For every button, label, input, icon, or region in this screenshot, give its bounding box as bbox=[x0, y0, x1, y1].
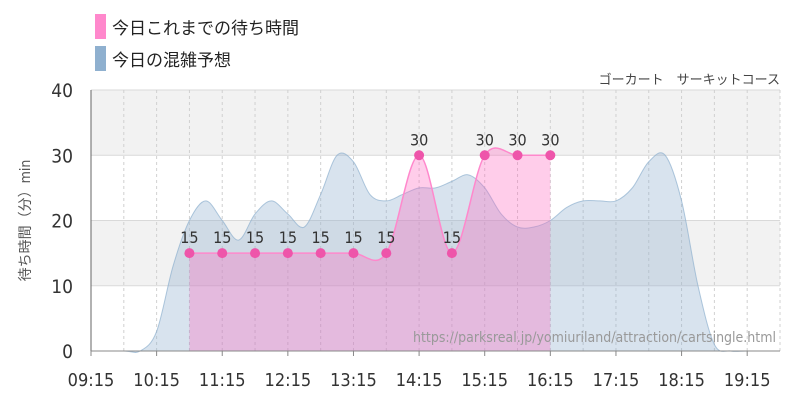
y-tick-label: 0 bbox=[62, 341, 73, 363]
legend-item-actual[interactable]: 今日これまでの待ち時間 bbox=[95, 14, 299, 39]
data-label: 30 bbox=[541, 130, 559, 149]
actual-point bbox=[545, 150, 556, 161]
data-label: 15 bbox=[443, 228, 461, 247]
actual-point bbox=[512, 150, 523, 161]
x-tick-label: 11:15 bbox=[199, 370, 246, 391]
actual-point bbox=[414, 150, 425, 161]
x-tick-label: 19:15 bbox=[724, 370, 771, 391]
x-tick-label: 14:15 bbox=[396, 370, 443, 391]
actual-point bbox=[446, 248, 457, 259]
actual-point bbox=[381, 248, 392, 259]
actual-area bbox=[189, 148, 551, 351]
forecast-line bbox=[90, 152, 780, 353]
data-label: 15 bbox=[180, 228, 198, 247]
actual-point bbox=[282, 248, 293, 259]
data-label: 15 bbox=[246, 228, 264, 247]
x-tick-label: 16:15 bbox=[527, 370, 574, 391]
data-label: 15 bbox=[279, 228, 297, 247]
x-tick-label: 15:15 bbox=[461, 370, 508, 391]
x-tick-label: 17:15 bbox=[593, 370, 640, 391]
y-tick-label: 20 bbox=[51, 211, 73, 233]
actual-point bbox=[315, 248, 326, 259]
y-tick-label: 10 bbox=[51, 276, 73, 298]
legend-label-forecast: 今日の混雑予想 bbox=[112, 51, 231, 71]
x-tick-label: 09:15 bbox=[68, 370, 115, 391]
x-tick-label: 10:15 bbox=[133, 370, 180, 391]
y-tick-label: 40 bbox=[51, 80, 73, 102]
x-tick-label: 18:15 bbox=[658, 370, 705, 391]
actual-point bbox=[250, 248, 261, 259]
data-label: 30 bbox=[410, 130, 428, 149]
legend-swatch-forecast bbox=[95, 46, 106, 71]
forecast-area bbox=[91, 152, 780, 353]
y-tick-label: 30 bbox=[51, 145, 73, 167]
x-tick-label: 13:15 bbox=[330, 370, 377, 391]
legend-swatch-actual bbox=[95, 14, 106, 39]
data-label: 30 bbox=[476, 130, 494, 149]
legend-label-actual: 今日これまでの待ち時間 bbox=[112, 19, 299, 39]
legend-item-forecast[interactable]: 今日の混雑予想 bbox=[95, 46, 231, 71]
actual-point bbox=[184, 248, 195, 259]
data-label: 30 bbox=[508, 130, 526, 149]
attraction-name: ゴーカート サーキットコース bbox=[598, 73, 780, 88]
x-tick-label: 12:15 bbox=[265, 370, 312, 391]
actual-point bbox=[348, 248, 359, 259]
data-label: 15 bbox=[312, 228, 330, 247]
actual-point bbox=[217, 248, 228, 259]
y-axis-label: 待ち時間（分）min bbox=[18, 160, 34, 282]
watermark-url: https://parksreal.jp/yomiuriland/attract… bbox=[413, 330, 776, 346]
actual-point bbox=[479, 150, 490, 161]
grid-band bbox=[91, 90, 780, 156]
data-label: 15 bbox=[377, 228, 395, 247]
data-label: 15 bbox=[344, 228, 362, 247]
data-label: 15 bbox=[213, 228, 231, 247]
